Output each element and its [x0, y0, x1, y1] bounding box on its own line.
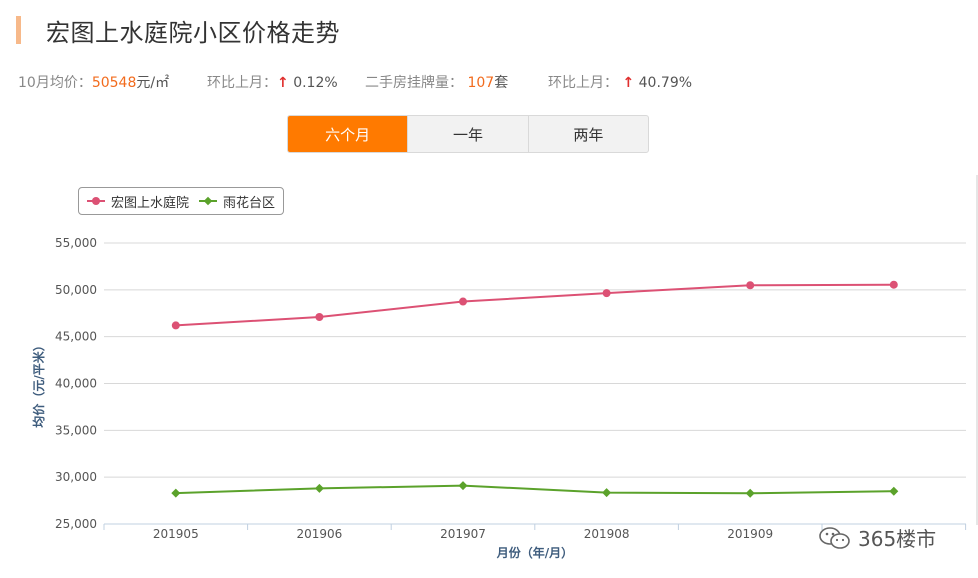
- listings-mom-label: 环比上月：: [548, 75, 618, 91]
- price-mom-label: 环比上月：: [207, 75, 277, 91]
- watermark-text: 365楼市: [858, 527, 937, 551]
- data-point[interactable]: [315, 312, 324, 321]
- legend-label-series-1: 宏图上水庭院: [111, 195, 190, 211]
- listings-label: 二手房挂牌量：: [365, 75, 463, 91]
- period-tabs: 六个月 一年 两年: [287, 115, 649, 153]
- listings-stat: 二手房挂牌量： 107套: [365, 72, 508, 92]
- tab-six-months[interactable]: 六个月: [288, 116, 408, 152]
- data-point[interactable]: [459, 297, 467, 306]
- series-line-1: [175, 283, 894, 327]
- listings-mom-stat: 环比上月： ↑ 40.79%: [548, 72, 692, 92]
- up-arrow-icon: ↑: [622, 75, 635, 91]
- listings-unit: 套: [494, 75, 509, 91]
- data-point[interactable]: [602, 289, 611, 298]
- listings-value: 107: [467, 75, 495, 91]
- price-mom-stat: 环比上月：↑ 0.12%: [207, 72, 338, 92]
- y-tick-label: 40,000: [55, 377, 97, 391]
- x-tick-label: 201907: [440, 527, 486, 541]
- y-tick-label: 35,000: [55, 423, 97, 437]
- listings-mom-value: 40.79%: [638, 75, 693, 91]
- avg-price-unit: 元/㎡: [136, 75, 170, 91]
- y-tick-label: 30,000: [55, 470, 97, 484]
- x-tick-label: 201909: [727, 527, 773, 541]
- tab-two-years[interactable]: 两年: [527, 116, 648, 152]
- circle-marker-icon: [85, 195, 107, 207]
- data-point[interactable]: [745, 488, 755, 498]
- data-point[interactable]: [746, 281, 755, 290]
- x-tick-label: 201906: [296, 527, 342, 541]
- title-accent-bar: [16, 16, 21, 44]
- y-axis-title: 均价（元/平米）: [31, 339, 46, 427]
- up-arrow-icon: ↑: [277, 75, 289, 91]
- avg-price-label: 10月均价：: [18, 75, 92, 91]
- scrollbar-edge: [976, 175, 978, 525]
- data-point[interactable]: [889, 280, 898, 289]
- y-tick-label: 25,000: [55, 517, 97, 531]
- data-point[interactable]: [171, 321, 180, 330]
- wechat-icon: [819, 526, 850, 549]
- data-point[interactable]: [171, 488, 181, 498]
- legend-label-series-2: 雨花台区: [223, 195, 276, 211]
- data-point[interactable]: [458, 481, 468, 491]
- x-tick-label: 201908: [584, 527, 630, 541]
- avg-price-stat: 10月均价：50548元/㎡: [18, 72, 169, 92]
- data-point[interactable]: [602, 488, 612, 498]
- y-tick-label: 50,000: [55, 283, 97, 297]
- series-line-2: [175, 484, 894, 495]
- diamond-marker-icon: [197, 195, 219, 207]
- legend-item-series-2[interactable]: 雨花台区: [197, 192, 275, 211]
- x-axis-title: 月份（年/月）: [496, 545, 573, 560]
- watermark: 365楼市: [818, 523, 936, 552]
- price-mom-value: 0.12%: [293, 75, 338, 91]
- legend-item-series-1[interactable]: 宏图上水庭院: [85, 192, 189, 211]
- tab-one-year[interactable]: 一年: [407, 116, 527, 152]
- chart-legend: 宏图上水庭院 雨花台区: [78, 187, 285, 215]
- data-point[interactable]: [314, 483, 324, 493]
- x-tick-label: 201905: [153, 527, 199, 541]
- y-tick-label: 45,000: [55, 330, 97, 344]
- page-title: 宏图上水庭院小区价格走势: [46, 19, 340, 47]
- y-tick-label: 55,000: [55, 236, 97, 250]
- data-point[interactable]: [889, 486, 899, 496]
- avg-price-value: 50548: [91, 75, 137, 91]
